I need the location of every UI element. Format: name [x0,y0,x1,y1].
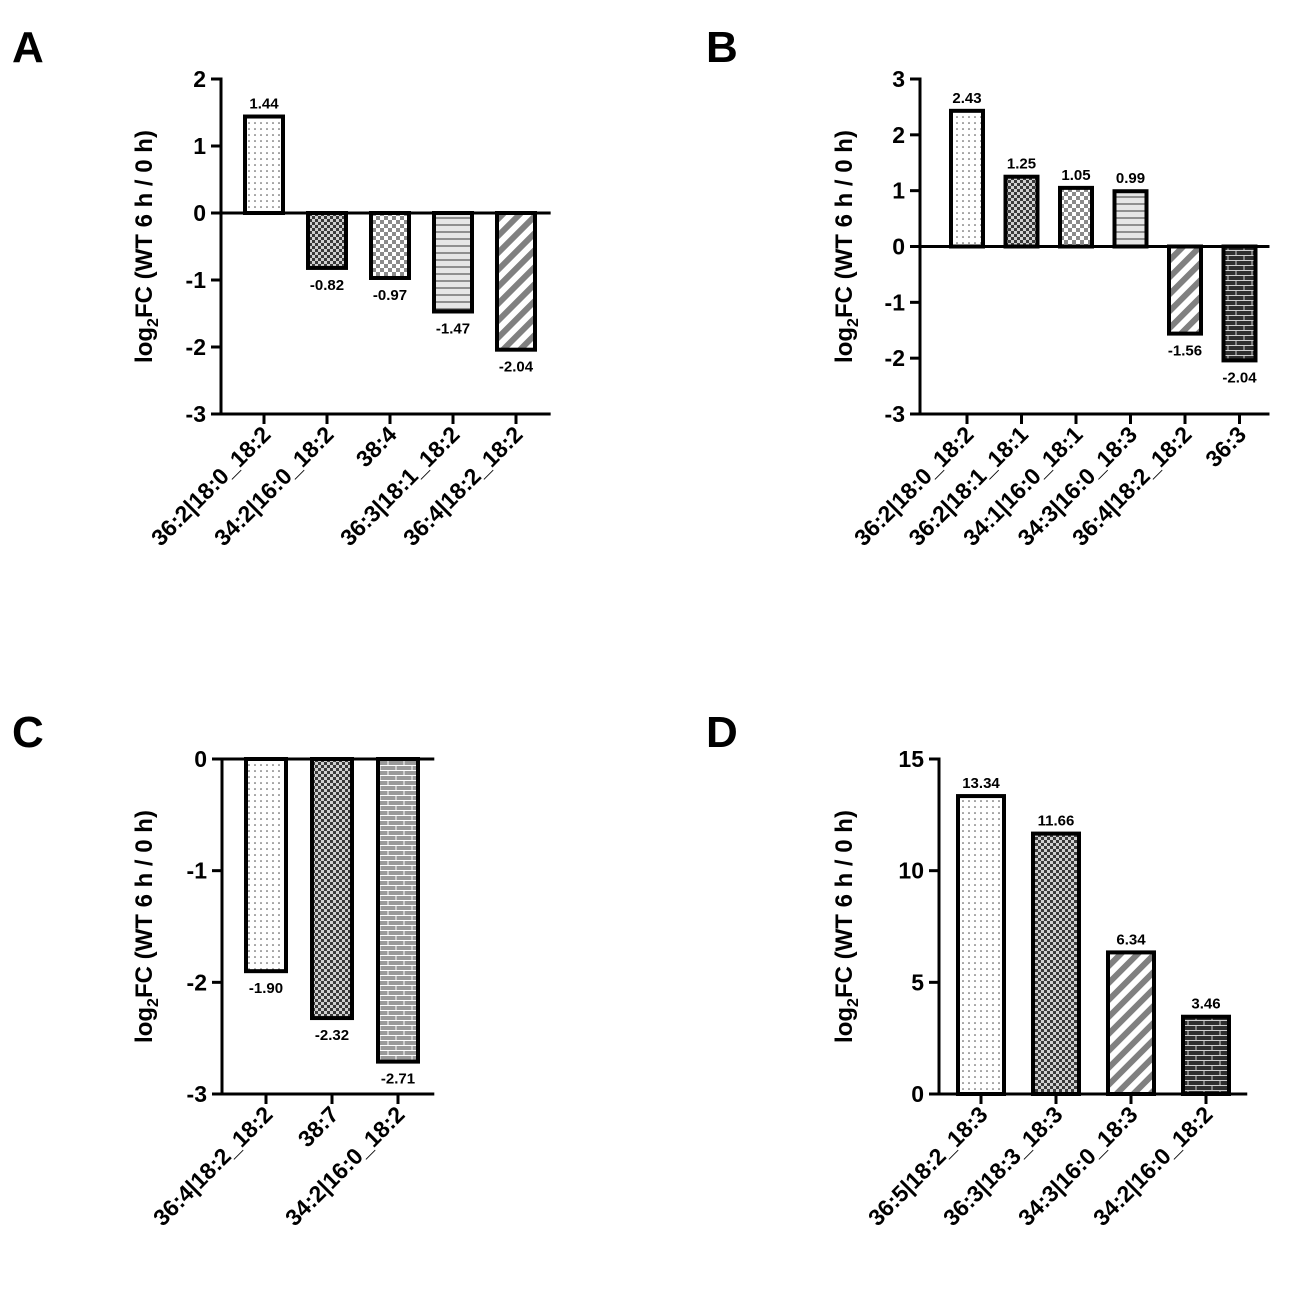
y-tick-label: 1 [193,133,206,159]
data-label: 1.44 [249,96,279,113]
bar [1181,1014,1231,1097]
y-tick-label: 2 [193,66,206,92]
bar [243,114,285,215]
y-axis-title: log2FC (WT 6 h / 0 h) [131,810,162,1043]
bar [1031,831,1081,1096]
y-tick-label: -2 [885,345,905,371]
data-label: 13.34 [962,775,1000,792]
bar [1167,244,1203,336]
data-label: 1.25 [1007,156,1036,173]
x-tick-label: 38:7 [293,1101,344,1152]
chart-panel-b: B-3-2-101232.4336:2|18:0_18:21.2536:2|18… [706,23,1270,551]
y-tick-label: 0 [911,1081,924,1107]
bar [432,211,474,314]
y-tick-label: 15 [898,746,924,772]
y-tick-label: -2 [186,334,206,360]
x-tick-label: 38:4 [351,421,402,472]
data-label: -1.56 [1168,343,1202,360]
data-label: -0.82 [310,277,344,294]
data-label: -0.97 [373,287,407,304]
y-tick-label: 10 [898,858,924,884]
data-label: -2.32 [315,1027,349,1044]
panel-letter: A [12,23,44,72]
y-tick-label: -1 [187,858,208,884]
y-tick-label: -1 [186,267,207,293]
data-label: 2.43 [952,90,981,107]
bar [1058,185,1094,249]
y-tick-label: 3 [892,66,905,92]
panel-letter: C [12,708,44,757]
bar [1106,950,1156,1097]
data-label: 11.66 [1038,813,1075,830]
y-tick-label: -2 [187,969,207,995]
bar [369,211,411,280]
chart-panel-c: C -3 -2 -1 0 -1.90 36:4|18:2_18:2 -2.32 38:7 -2.7… [12,708,435,1231]
y-tick-label: 1 [892,178,905,204]
y-tick-label: 5 [911,969,924,995]
y-axis-title: log2FC (WT 6 h / 0 h) [831,810,862,1043]
y-axis-title: log2FC (WT 6 h / 0 h) [831,130,862,363]
y-tick-label: 0 [194,746,207,772]
data-label: -1.90 [249,980,283,997]
y-tick-label: 0 [892,234,905,260]
y-tick-label: -3 [187,1081,207,1107]
y-tick-label: -3 [186,401,206,427]
bar [1112,189,1149,249]
x-tick-label: 34:2|16:0_18:2 [280,1101,410,1231]
panel-letter: D [706,708,738,757]
data-label: 1.05 [1061,167,1090,184]
chart-panel-d: D05101513.3436:5|18:2_18:311.6636:3|18:3… [706,708,1248,1231]
data-label: -2.71 [381,1071,415,1088]
x-tick-label: 36:3 [1200,421,1251,472]
bar [949,108,985,249]
y-tick-label: 0 [193,200,206,226]
data-label: 6.34 [1116,931,1146,948]
data-label: 3.46 [1191,996,1220,1013]
bar [1221,244,1258,363]
bar [376,757,420,1064]
data-label: -1.47 [436,320,470,337]
bar [244,757,288,974]
bar [310,757,354,1021]
y-tick-label: -1 [885,289,906,315]
data-label: -2.04 [1222,369,1257,386]
bar [956,794,1006,1096]
data-label: 0.99 [1116,170,1145,187]
bar [306,211,348,270]
y-tick-label: -3 [885,401,905,427]
panel-letter: B [706,23,738,72]
data-label: -2.04 [499,359,534,376]
chart-panel-a: A-3-2-10121.4436:2|18:0_18:2-0.8234:2|16… [12,23,551,551]
x-tick-label: 36:4|18:2_18:2 [148,1101,278,1231]
y-tick-label: 2 [892,122,905,148]
bar [495,211,537,352]
y-axis-title: log2FC (WT 6 h / 0 h) [131,130,162,363]
bar [1003,174,1040,249]
